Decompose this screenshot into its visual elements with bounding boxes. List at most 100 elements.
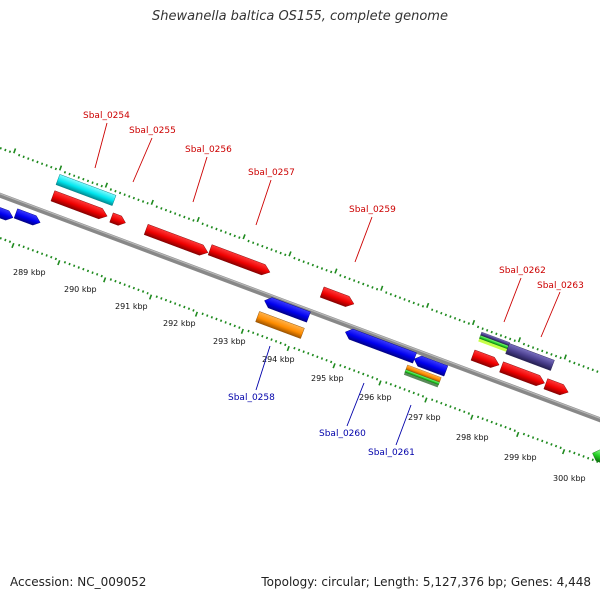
minor-tick — [591, 458, 594, 462]
minor-tick — [160, 297, 163, 300]
minor-tick — [325, 358, 328, 362]
major-tick — [288, 251, 292, 257]
gene-arrow-unlabeled[interactable] — [13, 208, 42, 227]
minor-tick — [109, 278, 113, 281]
minor-tick — [27, 247, 30, 250]
minor-tick — [86, 179, 90, 183]
genome-stats-label: Topology: circular; Length: 5,127,376 bp… — [261, 575, 591, 589]
minor-tick — [582, 365, 585, 368]
gene-label-sbal-0254[interactable]: Sbal_0254 — [83, 111, 130, 121]
major-tick — [426, 302, 430, 308]
minor-tick — [96, 183, 99, 186]
minor-tick — [100, 274, 103, 278]
minor-tick — [86, 269, 90, 273]
minor-tick — [174, 212, 177, 215]
minor-tick — [279, 341, 282, 345]
minor-tick — [155, 205, 158, 209]
gene-arrow-sbal-0257[interactable] — [207, 244, 272, 278]
minor-tick — [366, 284, 370, 288]
minor-tick — [183, 305, 186, 309]
minor-tick — [224, 231, 227, 234]
major-tick — [517, 337, 522, 343]
minor-tick — [109, 188, 113, 191]
gene-arrow-sbal-0258[interactable] — [255, 311, 305, 339]
minor-tick — [311, 263, 315, 267]
kbp-label: 300 kbp — [553, 474, 586, 483]
gene-label-sbal-0256[interactable]: Sbal_0256 — [185, 145, 232, 155]
minor-tick — [481, 327, 484, 330]
minor-tick — [449, 315, 452, 318]
inner-tick-track — [0, 236, 599, 463]
minor-tick — [36, 160, 39, 164]
gene-arrow-sbal-0262[interactable] — [478, 331, 510, 352]
gene-arrow-unlabeled[interactable] — [543, 378, 570, 398]
minor-tick — [398, 296, 402, 300]
gene-arrow-unlabeled[interactable] — [109, 212, 128, 228]
gene-label-sbal-0263[interactable]: Sbal_0263 — [537, 281, 584, 291]
minor-tick — [54, 257, 58, 261]
minor-tick — [490, 330, 493, 334]
major-tick — [148, 294, 153, 300]
minor-tick — [435, 310, 438, 313]
gene-label-sbal-0260[interactable]: Sbal_0260 — [319, 429, 366, 439]
minor-tick — [417, 303, 420, 306]
kbp-label: 294 kbp — [262, 355, 295, 364]
minor-tick — [215, 317, 218, 321]
minor-tick — [513, 339, 516, 342]
minor-tick — [431, 308, 434, 312]
minor-tick — [587, 366, 590, 370]
major-tick — [196, 216, 200, 223]
gene-arrow-unlabeled[interactable] — [470, 349, 501, 370]
minor-tick — [531, 436, 535, 439]
gene-arrow-sbal-0261[interactable] — [403, 364, 442, 388]
minor-tick — [68, 172, 71, 176]
gene-arrow-sbal-0255[interactable] — [50, 190, 109, 222]
gene-arrow-sbal-0260[interactable] — [343, 327, 417, 364]
minor-tick — [449, 405, 452, 408]
minor-tick — [0, 146, 2, 150]
kbp-label: 298 kbp — [456, 433, 489, 442]
minor-tick — [132, 286, 136, 290]
minor-tick — [353, 369, 356, 372]
gene-label-sbal-0258[interactable]: Sbal_0258 — [228, 393, 275, 403]
minor-tick — [421, 304, 425, 308]
gene-label-sbal-0259[interactable]: Sbal_0259 — [349, 205, 396, 215]
gene-arrow-sbal-0259[interactable] — [319, 286, 356, 309]
gene-label-sbal-0255[interactable]: Sbal_0255 — [129, 126, 176, 136]
minor-tick — [467, 412, 471, 415]
minor-tick — [362, 372, 365, 376]
minor-tick — [164, 298, 168, 302]
gene-arrow-sbal-0254[interactable] — [55, 174, 117, 206]
gene-arrow-sbal-0263[interactable] — [505, 343, 555, 371]
minor-tick — [247, 239, 250, 243]
minor-tick — [444, 403, 448, 407]
minor-tick — [155, 295, 158, 299]
minor-tick — [343, 275, 347, 279]
gene-arrow-unlabeled[interactable] — [0, 202, 15, 222]
major-tick — [380, 285, 384, 291]
minor-tick — [536, 347, 539, 351]
minor-tick — [63, 170, 67, 174]
gene-arrow-sbal-0258-blue[interactable] — [263, 295, 311, 323]
minor-tick — [550, 353, 553, 356]
minor-tick — [274, 250, 278, 253]
gene-arrow-unlabeled[interactable] — [412, 354, 449, 377]
minor-tick — [4, 238, 7, 242]
gene-arrow-unlabeled[interactable] — [590, 448, 600, 467]
gene-arrow-sbal-0256[interactable] — [143, 224, 210, 257]
gene-label-sbal-0257[interactable]: Sbal_0257 — [248, 168, 295, 178]
minor-tick — [559, 356, 562, 360]
gene-arrow-unlabeled[interactable] — [499, 361, 547, 388]
minor-tick — [591, 368, 594, 372]
minor-tick — [63, 260, 67, 264]
minor-tick — [132, 196, 136, 200]
minor-tick — [486, 329, 489, 332]
minor-tick — [233, 234, 236, 238]
minor-tick — [394, 294, 397, 298]
minor-tick — [224, 321, 227, 324]
major-tick — [150, 199, 154, 205]
gene-label-sbal-0261[interactable]: Sbal_0261 — [368, 448, 415, 458]
minor-tick — [573, 361, 576, 365]
minor-tick — [513, 429, 516, 432]
gene-label-sbal-0262[interactable]: Sbal_0262 — [499, 266, 546, 276]
